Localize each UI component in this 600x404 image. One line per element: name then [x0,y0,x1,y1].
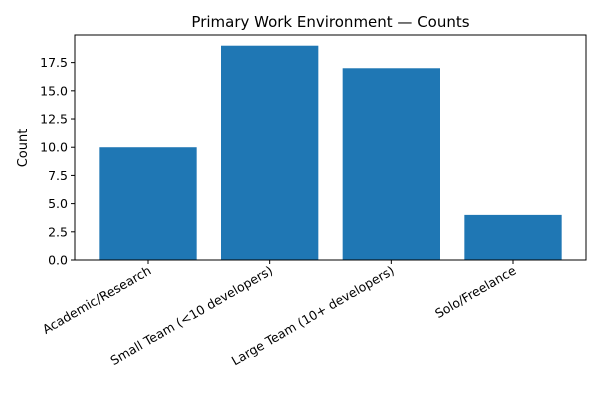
y-tick-label-5: 12.5 [40,112,68,127]
y-tick-label-3: 7.5 [48,168,68,183]
bars-layer [99,45,562,260]
chart-title: Primary Work Environment — Counts [191,13,469,31]
bar-0 [99,147,197,260]
bar-1 [221,45,319,260]
y-axis-ticks: 0.0 2.5 5.0 7.5 10.0 12.5 15.0 17.5 [40,55,75,268]
y-tick-label-7: 17.5 [40,55,68,70]
y-tick-label-6: 15.0 [40,83,68,98]
x-tick-label-0: Academic/Research [40,263,154,337]
y-tick-label-0: 0.0 [48,253,68,268]
y-tick-label-1: 2.5 [48,224,68,239]
bar-2 [342,68,440,260]
bar-3 [464,214,562,260]
y-axis-label: Count [16,129,31,168]
x-tick-label-3: Solo/Freelance [432,262,519,321]
y-tick-label-2: 5.0 [48,196,68,211]
plot-frame [74,34,587,261]
y-tick-label-4: 10.0 [40,140,68,155]
